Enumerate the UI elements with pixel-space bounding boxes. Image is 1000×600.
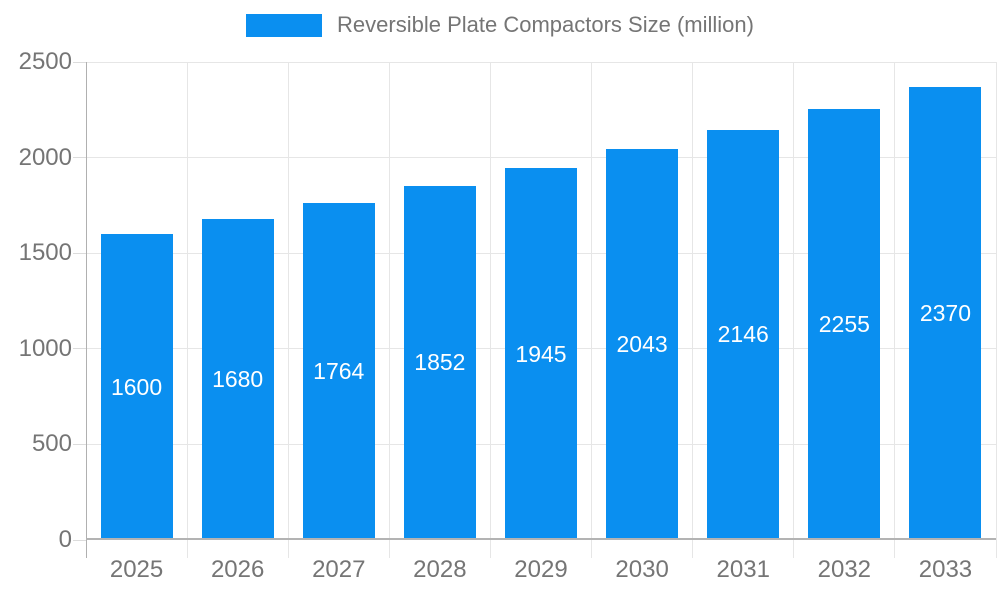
bar-value-label: 2146: [717, 321, 769, 348]
y-axis-tick: [73, 539, 86, 541]
x-tick-label: 2030: [615, 556, 669, 583]
y-axis-tick: [73, 443, 86, 445]
gridline-vertical: [489, 62, 491, 558]
bar-value-label: 2043: [616, 331, 668, 358]
y-tick-label: 0: [58, 526, 72, 553]
bar-2025[interactable]: 1600: [100, 234, 173, 540]
bar-2031[interactable]: 2146: [707, 129, 780, 540]
bar-2029[interactable]: 1945: [505, 168, 577, 540]
y-axis-tick: [73, 252, 86, 254]
x-tick-label: 2029: [514, 556, 568, 583]
bar-value-label: 2255: [818, 310, 870, 337]
gridline-vertical: [591, 62, 593, 558]
gridline-vertical: [287, 62, 289, 558]
plot-area: 1600 1680 1764 1852 1945 2043 2146 2255 2370: [73, 61, 997, 558]
y-tick-label: 1500: [18, 239, 72, 267]
bar-2027[interactable]: 1764: [302, 202, 375, 540]
gridline-vertical: [995, 62, 997, 558]
bar-value-label: 2370: [919, 299, 972, 326]
gridline-vertical: [186, 62, 188, 558]
y-tick-label: 500: [31, 430, 72, 458]
bar-2030[interactable]: 2043: [606, 149, 679, 540]
bar-value-label: 1600: [110, 373, 163, 400]
x-axis-baseline: [86, 538, 996, 540]
y-axis-tick: [73, 61, 86, 63]
legend-label: Reversible Plate Compactors Size (millio…: [337, 12, 754, 37]
bar-2028[interactable]: 1852: [403, 185, 476, 540]
gridline-horizontal: [86, 157, 996, 159]
bar-2032[interactable]: 2255: [808, 108, 881, 540]
x-tick-label: 2025: [109, 556, 164, 583]
bar-value-label: 1852: [414, 349, 466, 376]
bar-value-label: 1945: [515, 340, 567, 367]
x-tick-label: 2033: [918, 556, 973, 583]
x-tick-label: 2032: [817, 556, 872, 583]
x-tick-label: 2026: [210, 556, 265, 583]
gridline-vertical: [692, 62, 694, 558]
y-axis-tick: [73, 157, 86, 159]
y-tick-label: 2000: [18, 143, 72, 171]
legend: Reversible Plate Compactors Size (millio…: [0, 12, 1000, 38]
gridline-vertical: [388, 62, 390, 558]
gridline-horizontal: [86, 61, 996, 63]
x-tick-label: 2028: [413, 556, 467, 583]
bar-2033[interactable]: 2370: [909, 86, 982, 540]
bar-value-label: 1680: [212, 365, 264, 392]
bar-2026[interactable]: 1680: [201, 218, 274, 540]
x-tick-label: 2027: [312, 556, 366, 583]
y-tick-label: 1000: [18, 334, 72, 362]
y-tick-label: 2500: [18, 48, 72, 75]
bar-value-label: 1764: [313, 357, 365, 384]
legend-swatch: [246, 13, 323, 37]
y-axis-tick: [73, 348, 86, 350]
y-axis-line: [86, 62, 87, 558]
gridline-vertical: [793, 62, 795, 558]
x-tick-label: 2031: [716, 556, 770, 583]
gridline-vertical: [894, 62, 896, 558]
